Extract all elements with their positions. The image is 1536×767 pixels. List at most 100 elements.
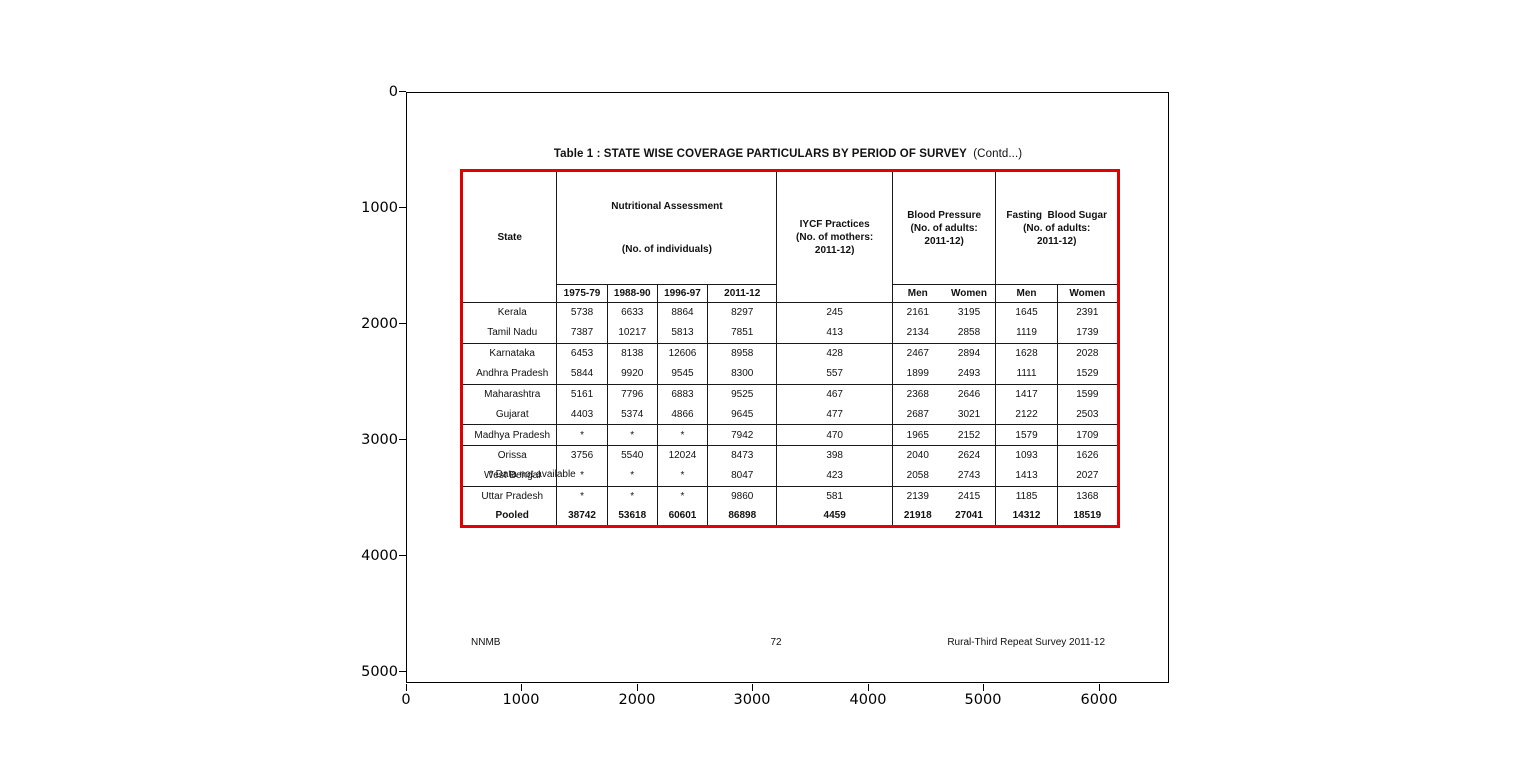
y-tick-mark <box>399 671 406 673</box>
value-cell: 7851 <box>707 322 777 344</box>
value-cell: 8864 <box>656 302 708 323</box>
x-tick-mark <box>637 684 639 691</box>
value-cell: 10217 <box>606 322 658 344</box>
x-tick-label: 4000 <box>849 692 887 708</box>
value-cell: 27041 <box>955 510 983 522</box>
value-cell: 477 <box>776 404 893 426</box>
value-cell: 86898 <box>707 506 777 527</box>
value-cell: 8138 <box>606 343 658 364</box>
header-fasting-blood-sugar: Fasting Blood Sugar (No. of adults: 2011… <box>995 170 1119 285</box>
y-tick-mark <box>399 323 406 325</box>
value-cell: 21918 <box>891 506 943 527</box>
value-cell: 2503 <box>1056 404 1119 426</box>
value-cell: * <box>556 486 608 507</box>
state-cell: Uttar Pradesh <box>481 490 544 502</box>
x-tick-mark <box>868 684 870 691</box>
value-cell: 8047 <box>707 465 777 487</box>
value-cell: 2152 <box>942 424 996 446</box>
state-cell: Kerala <box>497 307 527 319</box>
footer-survey-name: Rural-Third Repeat Survey 2011-12 <box>947 637 1105 648</box>
value-cell: 2027 <box>1056 465 1119 487</box>
table-title: Table 1 : STATE WISE COVERAGE PARTICULAR… <box>407 148 1169 160</box>
value-cell: 2040 <box>891 445 943 466</box>
value-cell: 428 <box>776 343 893 364</box>
footer-org: NNMB <box>471 637 501 648</box>
value-cell: 12024 <box>656 445 708 466</box>
value-cell: 8958 <box>707 343 777 364</box>
value-cell: 470 <box>776 424 893 446</box>
value-cell: 2391 <box>1056 302 1119 323</box>
x-tick-mark <box>752 684 754 691</box>
header-state: State <box>461 170 557 303</box>
footer-page-number: 72 <box>770 637 782 648</box>
x-tick-label: 3000 <box>733 692 771 708</box>
table-title-contd: (Contd...) <box>973 148 1023 160</box>
value-cell: 2415 <box>957 490 981 502</box>
y-tick-label: 3000 <box>361 432 398 448</box>
value-cell: * <box>656 486 708 507</box>
header-iycf: IYCF Practices (No. of mothers: 2011-12) <box>776 170 893 303</box>
value-cell: 6883 <box>656 384 708 405</box>
state-cell: Pooled <box>495 510 529 522</box>
coverage-table: State Nutritional Assessment (No. of ind… <box>460 169 1120 529</box>
y-tick-mark <box>399 91 406 93</box>
value-cell: 7796 <box>606 384 658 405</box>
y-tick-mark <box>399 555 406 557</box>
value-cell: 6453 <box>556 343 608 364</box>
y-tick-mark <box>399 207 406 209</box>
value-cell: 18519 <box>1056 506 1119 527</box>
header-year: 1988-90 <box>606 284 658 303</box>
value-cell: 1368 <box>1056 486 1119 507</box>
value-cell: 9545 <box>656 363 708 385</box>
state-cell: Maharashtra <box>484 389 541 400</box>
x-tick-label: 2000 <box>618 692 656 708</box>
header-year: 1996-97 <box>656 284 708 303</box>
table-row: Andhra Pradesh 5844 9920 9545 8300 557 1899 249… <box>461 363 1119 385</box>
value-cell: 1529 <box>1056 363 1119 385</box>
value-cell: 2894 <box>957 348 981 360</box>
y-tick-label: 2000 <box>361 316 398 332</box>
value-cell: * <box>606 424 658 446</box>
value-cell: 5374 <box>606 404 658 426</box>
value-cell: 1899 <box>891 363 943 385</box>
value-cell: 8297 <box>707 302 777 323</box>
value-cell: 2368 <box>891 384 943 405</box>
value-cell: 398 <box>776 445 893 466</box>
value-cell: 1417 <box>995 384 1058 405</box>
value-cell: 423 <box>776 465 893 487</box>
value-cell: 5161 <box>556 384 608 405</box>
value-cell: 9525 <box>707 384 777 405</box>
value-cell: 2624 <box>957 450 981 462</box>
y-tick-label: 4000 <box>361 548 398 564</box>
state-cell: Madhya Pradesh <box>461 424 557 446</box>
table-row: Gujarat 4403 5374 4866 9645 477 2687 3021 2122 25… <box>461 404 1119 426</box>
value-cell: 1599 <box>1056 384 1119 405</box>
x-tick-label: 0 <box>401 692 411 708</box>
value-cell: 5844 <box>556 363 608 385</box>
value-cell: 245 <box>776 302 893 323</box>
value-cell: 4866 <box>656 404 708 426</box>
value-cell: 1628 <box>995 343 1058 364</box>
x-tick-label: 6000 <box>1080 692 1118 708</box>
value-cell: 2122 <box>995 404 1058 426</box>
value-cell: 1579 <box>995 424 1058 446</box>
value-cell: 1709 <box>1056 424 1119 446</box>
value-cell: 2493 <box>942 363 996 385</box>
table-row: Uttar Pradesh * * * 9860 581 2139 2415 1185 1368 <box>462 486 1119 507</box>
footnote: * Data not available <box>489 469 576 480</box>
table-row: Tamil Nadu 7387 10217 5813 7851 413 2134 2858 11… <box>461 322 1119 344</box>
y-tick-label: 5000 <box>361 664 398 680</box>
value-cell: 7387 <box>556 322 608 344</box>
state-cell: Karnataka <box>489 348 535 360</box>
value-cell: 1119 <box>995 322 1058 344</box>
header-fbs-men: Men <box>995 284 1058 303</box>
x-tick-mark <box>521 684 523 691</box>
value-cell: 557 <box>776 363 893 385</box>
state-cell: Andhra Pradesh <box>461 363 557 385</box>
value-cell: 5738 <box>556 302 608 323</box>
header-nutritional-assessment: Nutritional Assessment (No. of individua… <box>556 170 777 285</box>
value-cell: * <box>556 465 608 487</box>
state-cell: Gujarat <box>461 404 557 426</box>
header-fbs-women: Women <box>1056 284 1119 303</box>
